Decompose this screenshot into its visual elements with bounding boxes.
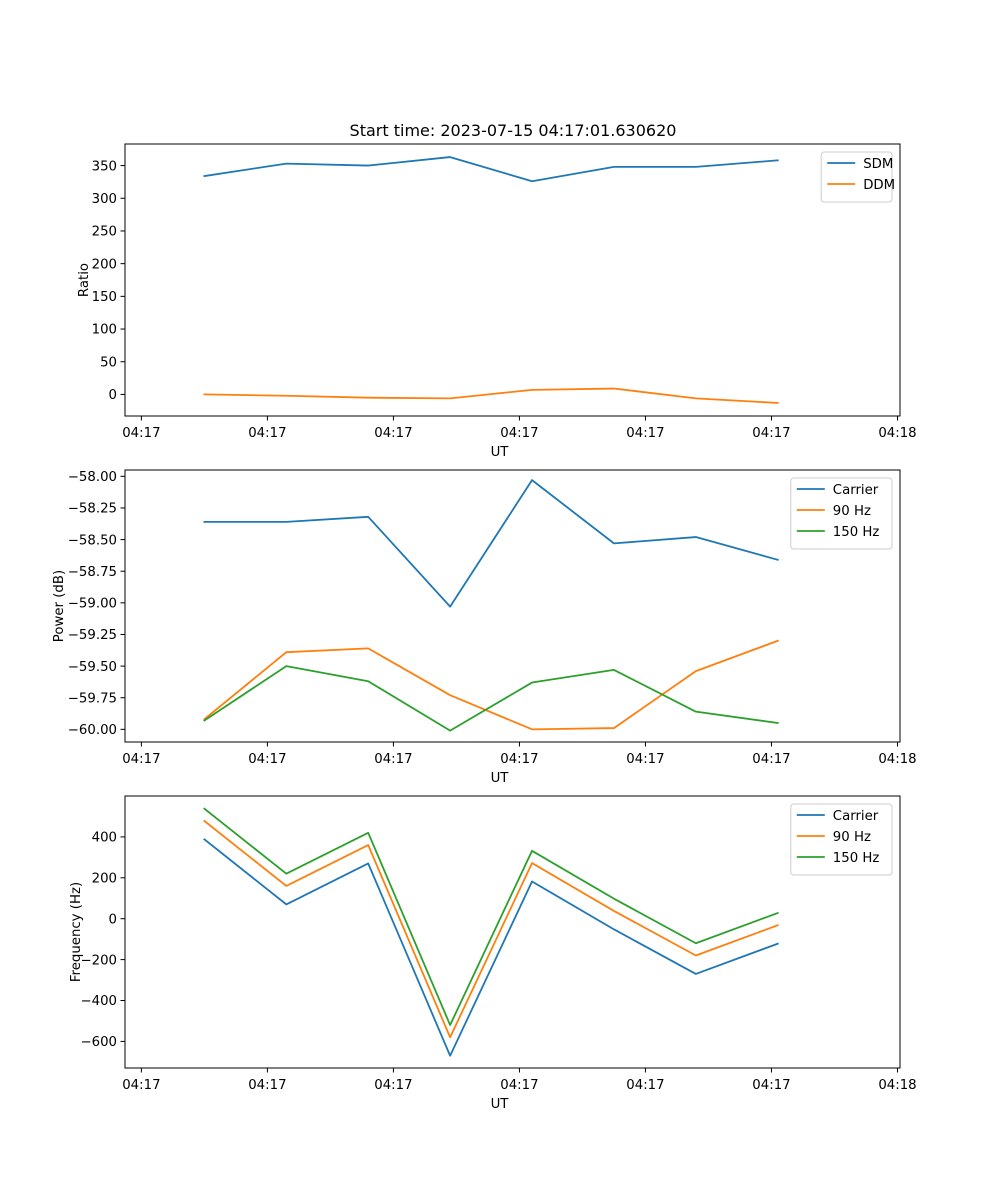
x-tick-label: 04:17 [374, 426, 412, 441]
legend-entry-label: Carrier [833, 809, 879, 824]
x-tick-label: 04:17 [752, 752, 790, 767]
x-tick-label: 04:17 [122, 1078, 160, 1093]
x-tick-label: 04:17 [500, 1078, 538, 1093]
y-tick-label: 350 [92, 159, 117, 174]
legend-entry-label: 150 Hz [833, 851, 880, 866]
legend: Carrier 90 Hz 150 Hz [790, 803, 893, 876]
series-line-3-2 [203, 819, 779, 1039]
x-tick-label: 04:17 [248, 426, 286, 441]
legend-entry-label: 150 Hz [833, 525, 880, 540]
y-tick-label: 0 [109, 912, 117, 927]
x-tick-label: 04:17 [374, 752, 412, 767]
y-tick-label: −58.50 [68, 533, 117, 548]
x-axis-label: UT [491, 771, 510, 786]
y-tick-label: 0 [109, 388, 117, 403]
x-tick-label: 04:17 [500, 752, 538, 767]
y-tick-label: 400 [92, 831, 117, 846]
x-tick-label: 04:17 [248, 752, 286, 767]
legend-entry-label: DDM [863, 178, 895, 193]
x-axis-label: UT [491, 445, 510, 460]
x-tick-label: 04:17 [626, 1078, 664, 1093]
y-tick-label: −59.75 [68, 691, 117, 706]
y-tick-label: 50 [100, 355, 117, 370]
y-axis-label: Power (dB) [52, 570, 67, 642]
legend-box [820, 151, 893, 203]
series-line-3-3 [203, 807, 779, 1026]
subplot-1: 04:17 04:17 04:17 04:17 04:17 04:17 04:18 0 50 10… [77, 143, 917, 460]
series-line-3-1 [203, 838, 779, 1057]
legend: SDM DDM [820, 151, 895, 203]
legend-entry-label: 90 Hz [833, 504, 871, 519]
x-tick-label: 04:18 [878, 752, 916, 767]
x-tick-label: 04:17 [626, 752, 664, 767]
x-tick-label: 04:18 [878, 426, 916, 441]
subplots: 04:17 04:17 04:17 04:17 04:17 04:17 04:18 0 50 10… [52, 143, 917, 1112]
legend-entry-label: SDM [863, 157, 893, 172]
subplot-3: 04:17 04:17 04:17 04:17 04:17 04:17 04:18 −600 −… [69, 795, 917, 1112]
axes-frame [124, 143, 901, 417]
series-line-2-2 [203, 639, 779, 731]
x-tick-label: 04:18 [878, 1078, 916, 1093]
x-tick-label: 04:17 [122, 426, 160, 441]
y-axis-label: Ratio [77, 263, 92, 297]
y-tick-label: 100 [92, 323, 117, 338]
axes-frame [124, 795, 901, 1069]
y-tick-label: −59.25 [68, 628, 117, 643]
x-tick-label: 04:17 [374, 1078, 412, 1093]
y-tick-label: 200 [92, 257, 117, 272]
legend-entry-label: Carrier [833, 483, 879, 498]
series-line-1-2 [203, 387, 779, 404]
y-tick-label: 300 [92, 192, 117, 207]
y-tick-label: −58.00 [68, 470, 117, 485]
y-tick-label: 200 [92, 872, 117, 887]
series-line-2-3 [203, 665, 779, 732]
legend: Carrier 90 Hz 150 Hz [790, 477, 893, 550]
y-tick-label: −200 [80, 953, 117, 968]
x-tick-label: 04:17 [626, 426, 664, 441]
series-line-1-1 [203, 156, 779, 183]
axes-frame [124, 469, 901, 743]
subplot-2: 04:17 04:17 04:17 04:17 04:17 04:17 04:18 −60.0… [52, 469, 917, 786]
x-tick-label: 04:17 [122, 752, 160, 767]
y-tick-label: −58.75 [68, 565, 117, 580]
x-tick-label: 04:17 [248, 1078, 286, 1093]
y-tick-label: 150 [92, 290, 117, 305]
y-tick-label: −59.50 [68, 660, 117, 675]
figure-title: Start time: 2023-07-15 04:17:01.630620 [350, 121, 677, 140]
x-tick-label: 04:17 [752, 1078, 790, 1093]
y-axis-label: Frequency (Hz) [69, 882, 84, 982]
y-tick-label: 250 [92, 225, 117, 240]
x-tick-label: 04:17 [500, 426, 538, 441]
y-tick-label: −400 [80, 994, 117, 1009]
legend-entry-label: 90 Hz [833, 830, 871, 845]
series-line-2-1 [203, 479, 779, 608]
y-tick-label: −60.00 [68, 723, 117, 738]
y-tick-label: −58.25 [68, 502, 117, 517]
x-axis-label: UT [491, 1097, 510, 1112]
x-tick-label: 04:17 [752, 426, 790, 441]
y-tick-label: −600 [80, 1035, 117, 1050]
y-tick-label: −59.00 [68, 597, 117, 612]
